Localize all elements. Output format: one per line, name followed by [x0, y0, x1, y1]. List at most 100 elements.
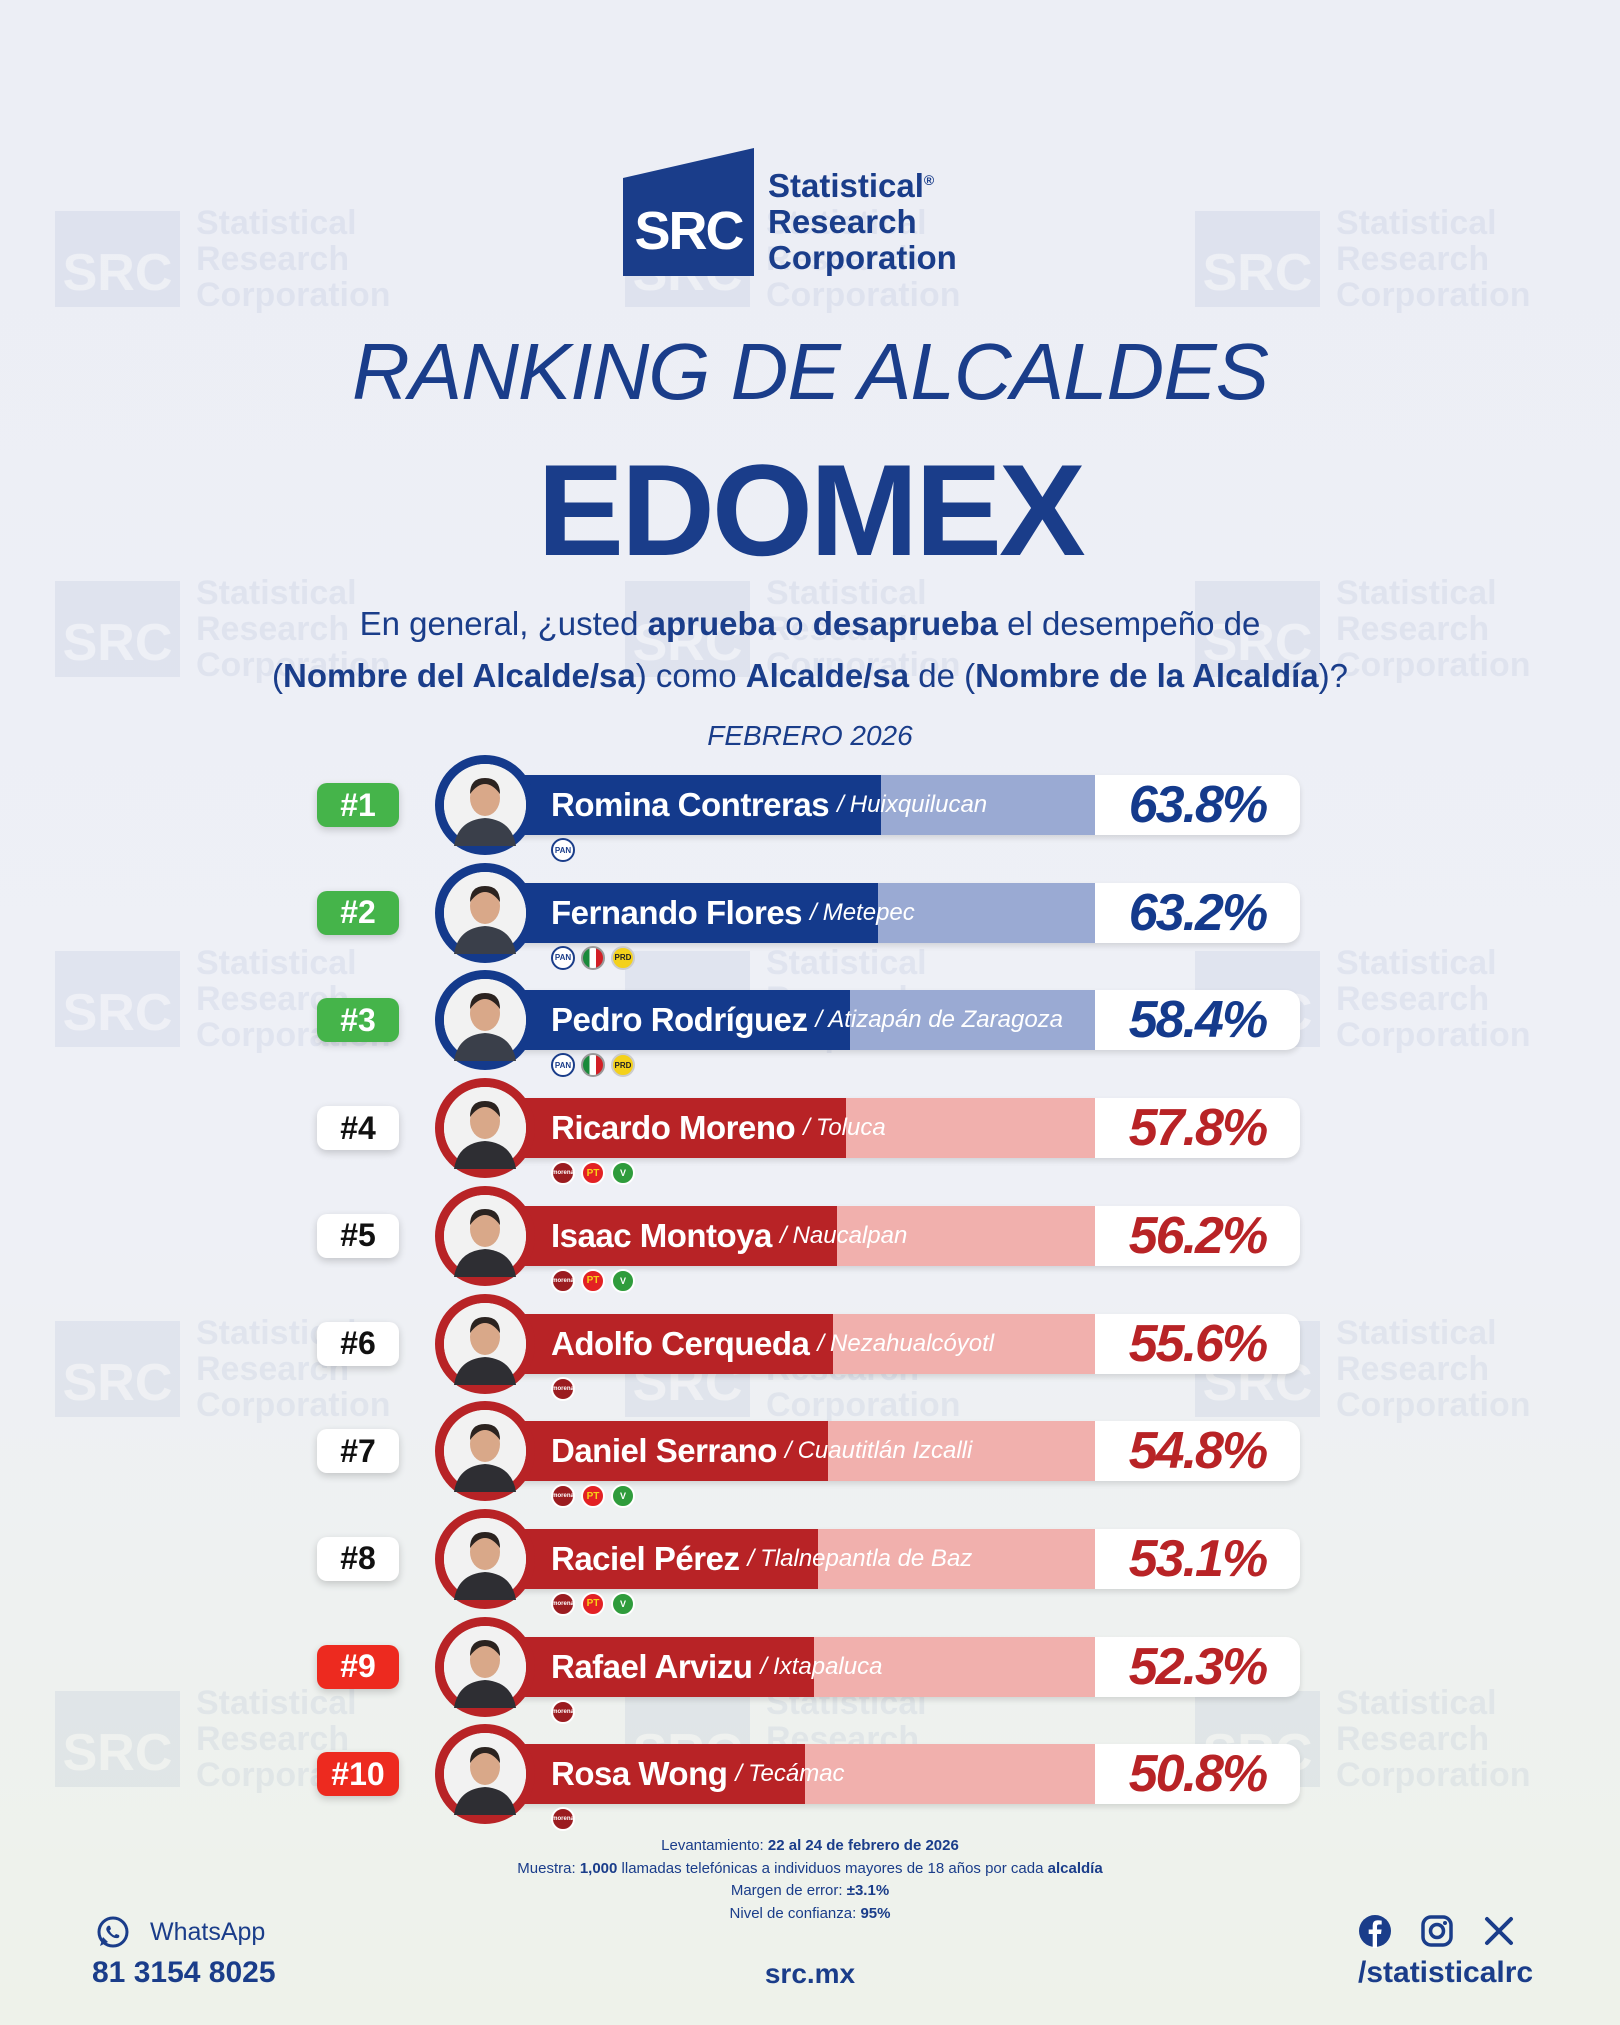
logo-wordmark: Statistical® Research Corporation: [768, 162, 957, 276]
candidate-avatar: [435, 1401, 535, 1502]
question-line-1: En general, ¿usted aprueba o desaprueba …: [359, 605, 1261, 642]
party-logos: PAN: [551, 838, 581, 862]
whatsapp-contact[interactable]: WhatsApp: [96, 1915, 265, 1949]
watermark-text-line: Statistical: [1336, 574, 1497, 612]
avatar-portrait: [444, 1087, 526, 1170]
party-logos: morena: [551, 1376, 581, 1401]
watermark-text-line: Statistical: [766, 574, 927, 612]
candidate-avatar: [435, 1185, 535, 1286]
party-pt-icon: PT: [581, 1268, 605, 1293]
bar-row: [505, 1421, 1300, 1482]
rank-badge: #5: [317, 1213, 399, 1258]
approval-value: 58.4%: [1128, 991, 1268, 1050]
avatar-portrait: [444, 1517, 526, 1600]
party-logos: PAN PRD: [551, 945, 641, 970]
rank-badge: #6: [317, 1321, 399, 1366]
bar-fill: [505, 990, 850, 1051]
watermark-text-line: Statistical: [196, 574, 357, 612]
party-logos: morena PT V: [551, 1161, 641, 1186]
website-link[interactable]: src.mx: [764, 1958, 856, 1989]
party-verde-icon: V: [611, 1268, 635, 1293]
rank-badge: #9: [317, 1644, 399, 1689]
label-separator: /: [810, 898, 817, 926]
social-handle[interactable]: /statisticalrc: [1358, 1956, 1534, 1989]
question-line-2: (Nombre del Alcalde/sa) como Alcalde/sa …: [272, 657, 1348, 694]
phone-number[interactable]: 81 3154 8025: [92, 1956, 276, 1989]
bar-track: [505, 1636, 1095, 1697]
note-sample: Muestra: 1,000 llamadas telefónicas a in…: [517, 1859, 1103, 1877]
bar-track: [505, 1205, 1095, 1266]
bar-track: [505, 1313, 1095, 1374]
watermark-text-line: Statistical: [1336, 1684, 1497, 1722]
party-logos: PAN PRD: [551, 1053, 641, 1078]
watermark-text-line: Corporation: [196, 646, 391, 684]
label-separator: /: [837, 791, 844, 818]
party-verde-icon: V: [611, 1484, 635, 1509]
watermark-text-line: Research: [766, 610, 920, 648]
logo-initials: SRC: [634, 201, 744, 261]
watermark-text-line: Statistical: [1336, 944, 1497, 982]
party-pan-icon: PAN: [551, 1053, 575, 1078]
rank-badge: #7: [317, 1429, 399, 1474]
logo-line-1: Statistical®: [768, 167, 935, 204]
party-pri-icon: [581, 945, 605, 970]
logo-mark: SRC: [623, 148, 754, 276]
page-subtitle: EDOMEX: [537, 437, 1085, 583]
party-logos: morena PT V: [551, 1484, 641, 1509]
bar-fill: [505, 1313, 833, 1374]
instagram-icon[interactable]: [1420, 1914, 1454, 1948]
candidate-name: Ricardo Moreno: [551, 1109, 796, 1147]
candidate-avatar: [435, 1293, 535, 1394]
party-logos: morena PT V: [551, 1268, 641, 1293]
watermark-text-line: Statistical: [1336, 204, 1497, 242]
watermark-mark: SRC: [55, 1691, 180, 1787]
candidate-name: Rafael Arvizu: [551, 1647, 753, 1685]
candidate-name: Isaac Montoya: [551, 1216, 772, 1254]
candidate-label: Romina Contreras / Huixquilucan: [551, 775, 987, 835]
watermark-text-line: Research: [1336, 1720, 1490, 1758]
facebook-icon[interactable]: [1358, 1914, 1392, 1948]
bar-track: [505, 1744, 1095, 1805]
x-icon[interactable]: [1482, 1914, 1516, 1948]
avatar-portrait: [444, 979, 526, 1062]
party-morena-icon: morena: [551, 1484, 575, 1509]
bar-fill: [505, 1205, 837, 1266]
rank-badge: #4: [317, 1106, 399, 1151]
bar-track: [505, 990, 1095, 1051]
brand-logo: SRC Statistical® Research Corporation: [623, 148, 957, 276]
party-morena-icon: morena: [551, 1161, 575, 1186]
bar-row: [505, 1313, 1300, 1374]
bar-row: [505, 1528, 1300, 1589]
candidate-name: Fernando Flores: [551, 893, 803, 931]
watermark-text-line: Corporation: [766, 276, 961, 314]
survey-question: En general, ¿usted aprueba o desaprueba …: [0, 598, 1620, 702]
candidate-name: Rosa Wong: [551, 1755, 728, 1793]
party-pri-icon: [581, 1053, 605, 1078]
watermark-mark: SRC: [55, 951, 180, 1047]
watermark-mark: SRC: [55, 211, 180, 307]
party-morena-icon: morena: [551, 1376, 575, 1401]
watermark-text-line: Corporation: [1336, 1016, 1531, 1054]
bar-fill: [505, 1744, 805, 1805]
watermark-text-line: Corporation: [766, 1386, 961, 1424]
bar-fill: [505, 1528, 818, 1589]
candidate-avatar: [435, 755, 535, 855]
note-confidence: Nivel de confianza: 95%: [729, 1904, 891, 1922]
watermark-text-line: Statistical: [766, 944, 927, 982]
party-prd-icon: PRD: [611, 945, 635, 970]
candidate-name: Raciel Pérez: [551, 1539, 740, 1577]
party-logos: morena PT V: [551, 1591, 641, 1616]
rank-badge: #1: [317, 783, 399, 827]
bar-row: [505, 990, 1300, 1051]
candidate-name: Daniel Serrano: [551, 1432, 777, 1470]
avatar-portrait: [444, 764, 526, 846]
watermark-text-line: Research: [1336, 240, 1490, 278]
